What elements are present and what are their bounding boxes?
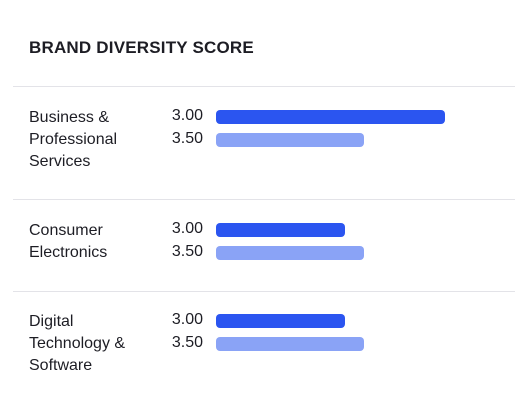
category-label: Consumer Electronics (29, 222, 108, 261)
bar (216, 110, 445, 124)
bar (216, 337, 364, 351)
bar (216, 223, 345, 237)
divider (13, 199, 515, 200)
chart-title: BRAND DIVERSITY SCORE (29, 38, 254, 57)
bar (216, 133, 364, 147)
category-label: Digital Technology & Software (29, 313, 126, 374)
bar (216, 246, 364, 260)
bar-row: 3.00 (0, 105, 520, 127)
data-label: 3.00 (171, 107, 203, 124)
category-label: Business & Professional Services (29, 109, 118, 170)
data-label: 3.50 (171, 334, 203, 351)
bar (216, 314, 345, 328)
data-label: 3.00 (171, 311, 203, 328)
bar-row: 3.50 (0, 241, 520, 263)
bar-row: 3.50 (0, 128, 520, 150)
bar-row: 3.50 (0, 332, 520, 354)
bar-row: 3.00 (0, 309, 520, 331)
data-label: 3.50 (171, 130, 203, 147)
data-label: 3.00 (171, 220, 203, 237)
bar-row: 3.00 (0, 218, 520, 240)
divider (13, 291, 515, 292)
divider (13, 86, 515, 87)
data-label: 3.50 (171, 243, 203, 260)
